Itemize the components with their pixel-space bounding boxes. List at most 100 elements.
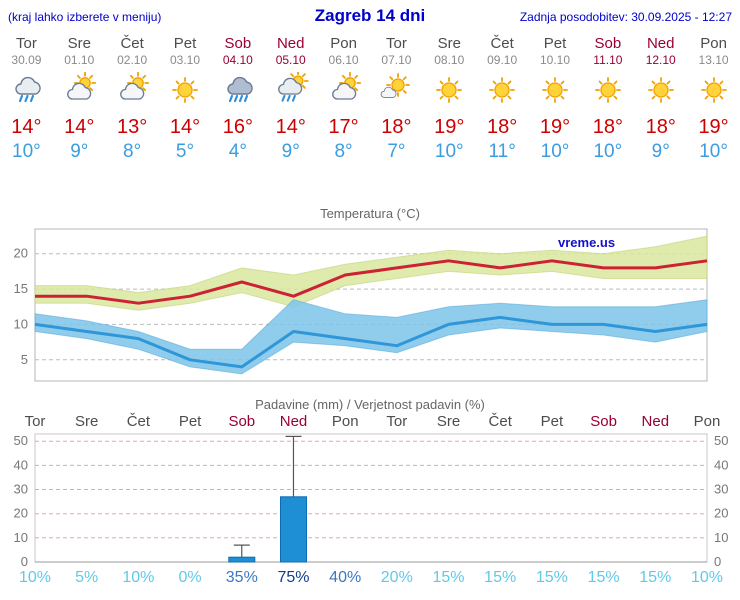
temp-y-axis-label: 15	[14, 281, 28, 296]
precip-probability-label: 15%	[639, 569, 671, 586]
precip-probability-label: 35%	[226, 569, 258, 586]
day-high-temp: 19°	[698, 116, 729, 138]
day-name: Pon	[330, 35, 357, 52]
day-column: Sre 01.10 14° 9°	[53, 34, 106, 164]
day-name: Sre	[437, 35, 461, 52]
sun-cloud-icon	[53, 68, 106, 112]
precip-day-label: Sob	[228, 413, 255, 430]
precip-y-axis-label-right: 0	[714, 554, 721, 569]
precip-day-label: Tor	[25, 413, 46, 430]
precip-y-axis-label-left: 10	[14, 530, 28, 545]
precip-bar	[228, 556, 256, 563]
sun-cloud-icon	[317, 68, 370, 112]
day-low-temp: 8°	[334, 141, 353, 162]
sun-cloud-icon	[106, 68, 159, 112]
day-column: Čet 09.10 18° 11°	[476, 34, 529, 164]
day-column: Pet 10.10 19° 10°	[529, 34, 582, 164]
precip-probability-label: 0%	[179, 569, 202, 586]
day-date: 08.10	[434, 53, 465, 67]
forecast-table: Tor 30.09 14° 10° Sre 01.10 14° 9° Čet 02.10 13° 8°…	[0, 34, 740, 164]
precip-probability-label: 15%	[588, 569, 620, 586]
day-date: 12.10	[645, 53, 676, 67]
precip-y-axis-label-right: 50	[714, 433, 728, 448]
temp-y-axis-label: 10	[14, 316, 28, 331]
day-date: 30.09	[11, 53, 42, 67]
day-high-temp: 14°	[64, 116, 95, 138]
precip-bar	[280, 496, 307, 563]
watermark-link[interactable]: vreme.us	[558, 235, 615, 250]
sunny-icon	[529, 68, 582, 112]
page-title: Zagreb 14 dni	[314, 6, 426, 25]
precip-y-axis-label-left: 0	[21, 554, 28, 569]
day-date: 13.10	[698, 53, 729, 67]
day-low-temp: 10°	[593, 141, 623, 162]
page-header: (kraj lahko izberete v meniju) Zagreb 14…	[0, 0, 740, 26]
day-column: Tor 07.10 18° 7°	[370, 34, 423, 164]
day-column: Pet 03.10 14° 5°	[159, 34, 212, 164]
precip-day-label: Čet	[489, 413, 513, 430]
day-high-temp: 18°	[645, 116, 676, 138]
sunny-icon	[476, 68, 529, 112]
sun-rain-icon	[264, 68, 317, 112]
day-low-temp: 10°	[434, 141, 464, 162]
precip-y-axis-label-right: 30	[714, 482, 728, 497]
day-low-temp: 10°	[699, 141, 728, 162]
cloud-rain-icon	[0, 68, 53, 112]
day-name: Sob	[594, 35, 622, 52]
precip-y-axis-label-left: 30	[14, 482, 28, 497]
precip-day-label: Pet	[541, 413, 564, 430]
day-low-temp: 10°	[540, 141, 570, 162]
precip-y-axis-label-right: 20	[714, 506, 728, 521]
sunny-icon	[423, 68, 476, 112]
precip-y-axis-label-left: 50	[14, 433, 28, 448]
precip-y-axis-label-left: 40	[14, 457, 28, 472]
day-low-temp: 7°	[387, 141, 406, 162]
day-date: 07.10	[381, 53, 412, 67]
day-name: Sob	[224, 35, 252, 52]
day-name: Sre	[67, 35, 91, 52]
day-low-temp: 9°	[651, 141, 670, 162]
day-low-temp: 9°	[70, 141, 89, 162]
day-high-temp: 19°	[434, 116, 465, 138]
precip-day-label: Pet	[179, 413, 202, 430]
day-high-temp: 13°	[117, 116, 148, 138]
day-high-temp: 18°	[592, 116, 623, 138]
precip-probability-label: 40%	[329, 569, 361, 586]
max-temp-line	[35, 259, 708, 305]
day-name: Pet	[543, 35, 567, 52]
precip-probability-label: 10%	[122, 569, 154, 586]
day-date: 03.10	[169, 53, 200, 67]
sunny-icon	[634, 68, 687, 112]
menu-hint: (kraj lahko izberete v meniju)	[8, 10, 162, 24]
day-date: 11.10	[593, 53, 623, 67]
temperature-chart: 5 10 15 20 vreme.us	[0, 223, 740, 393]
day-high-temp: 18°	[381, 116, 412, 138]
precip-day-label: Sre	[75, 413, 98, 430]
precip-chart-title: Padavine (mm) / Verjetnost padavin (%)	[255, 397, 485, 412]
mostly-sunny-icon	[370, 68, 423, 112]
day-low-temp: 4°	[228, 141, 247, 162]
precip-day-label: Ned	[642, 413, 670, 430]
day-name: Čet	[490, 35, 514, 52]
day-column: Sre 08.10 19° 10°	[423, 34, 476, 164]
precip-day-label: Čet	[127, 413, 151, 430]
day-name: Čet	[120, 35, 144, 52]
day-high-temp: 14°	[11, 116, 42, 138]
day-column: Tor 30.09 14° 10°	[0, 34, 53, 164]
temp-y-axis-label: 20	[14, 246, 28, 261]
day-high-temp: 14°	[169, 116, 201, 138]
heavy-rain-icon	[211, 68, 264, 112]
day-date: 06.10	[328, 53, 359, 67]
day-high-temp: 16°	[222, 116, 253, 138]
precip-y-axis-label-right: 10	[714, 530, 728, 545]
sunny-icon	[687, 68, 740, 112]
day-date: 05.10	[275, 53, 306, 67]
day-name: Tor	[386, 35, 407, 52]
day-high-temp: 17°	[328, 116, 359, 138]
precip-probability-label: 15%	[484, 569, 516, 586]
day-date: 09.10	[487, 53, 518, 67]
last-updated: Zadnja posodobitev: 30.09.2025 - 12:27	[519, 10, 732, 24]
day-column: Pon 13.10 19° 10°	[687, 34, 740, 164]
temperature-chart-title: Temperatura (°C)	[320, 206, 420, 221]
sunny-icon	[159, 68, 212, 112]
